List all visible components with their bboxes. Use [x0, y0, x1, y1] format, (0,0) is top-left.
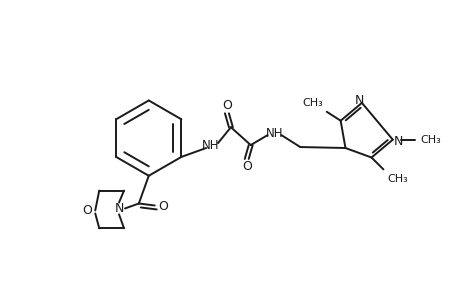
Text: NH: NH [265, 127, 283, 140]
Text: O: O [241, 160, 251, 173]
Text: CH₃: CH₃ [302, 98, 323, 108]
Text: O: O [158, 200, 168, 213]
Text: N: N [354, 94, 364, 107]
Text: O: O [82, 204, 92, 217]
Text: N: N [114, 202, 123, 215]
Text: NH: NH [202, 139, 219, 152]
Text: O: O [222, 99, 231, 112]
Text: N: N [393, 135, 403, 148]
Text: CH₃: CH₃ [386, 174, 407, 184]
Text: CH₃: CH₃ [419, 135, 440, 145]
